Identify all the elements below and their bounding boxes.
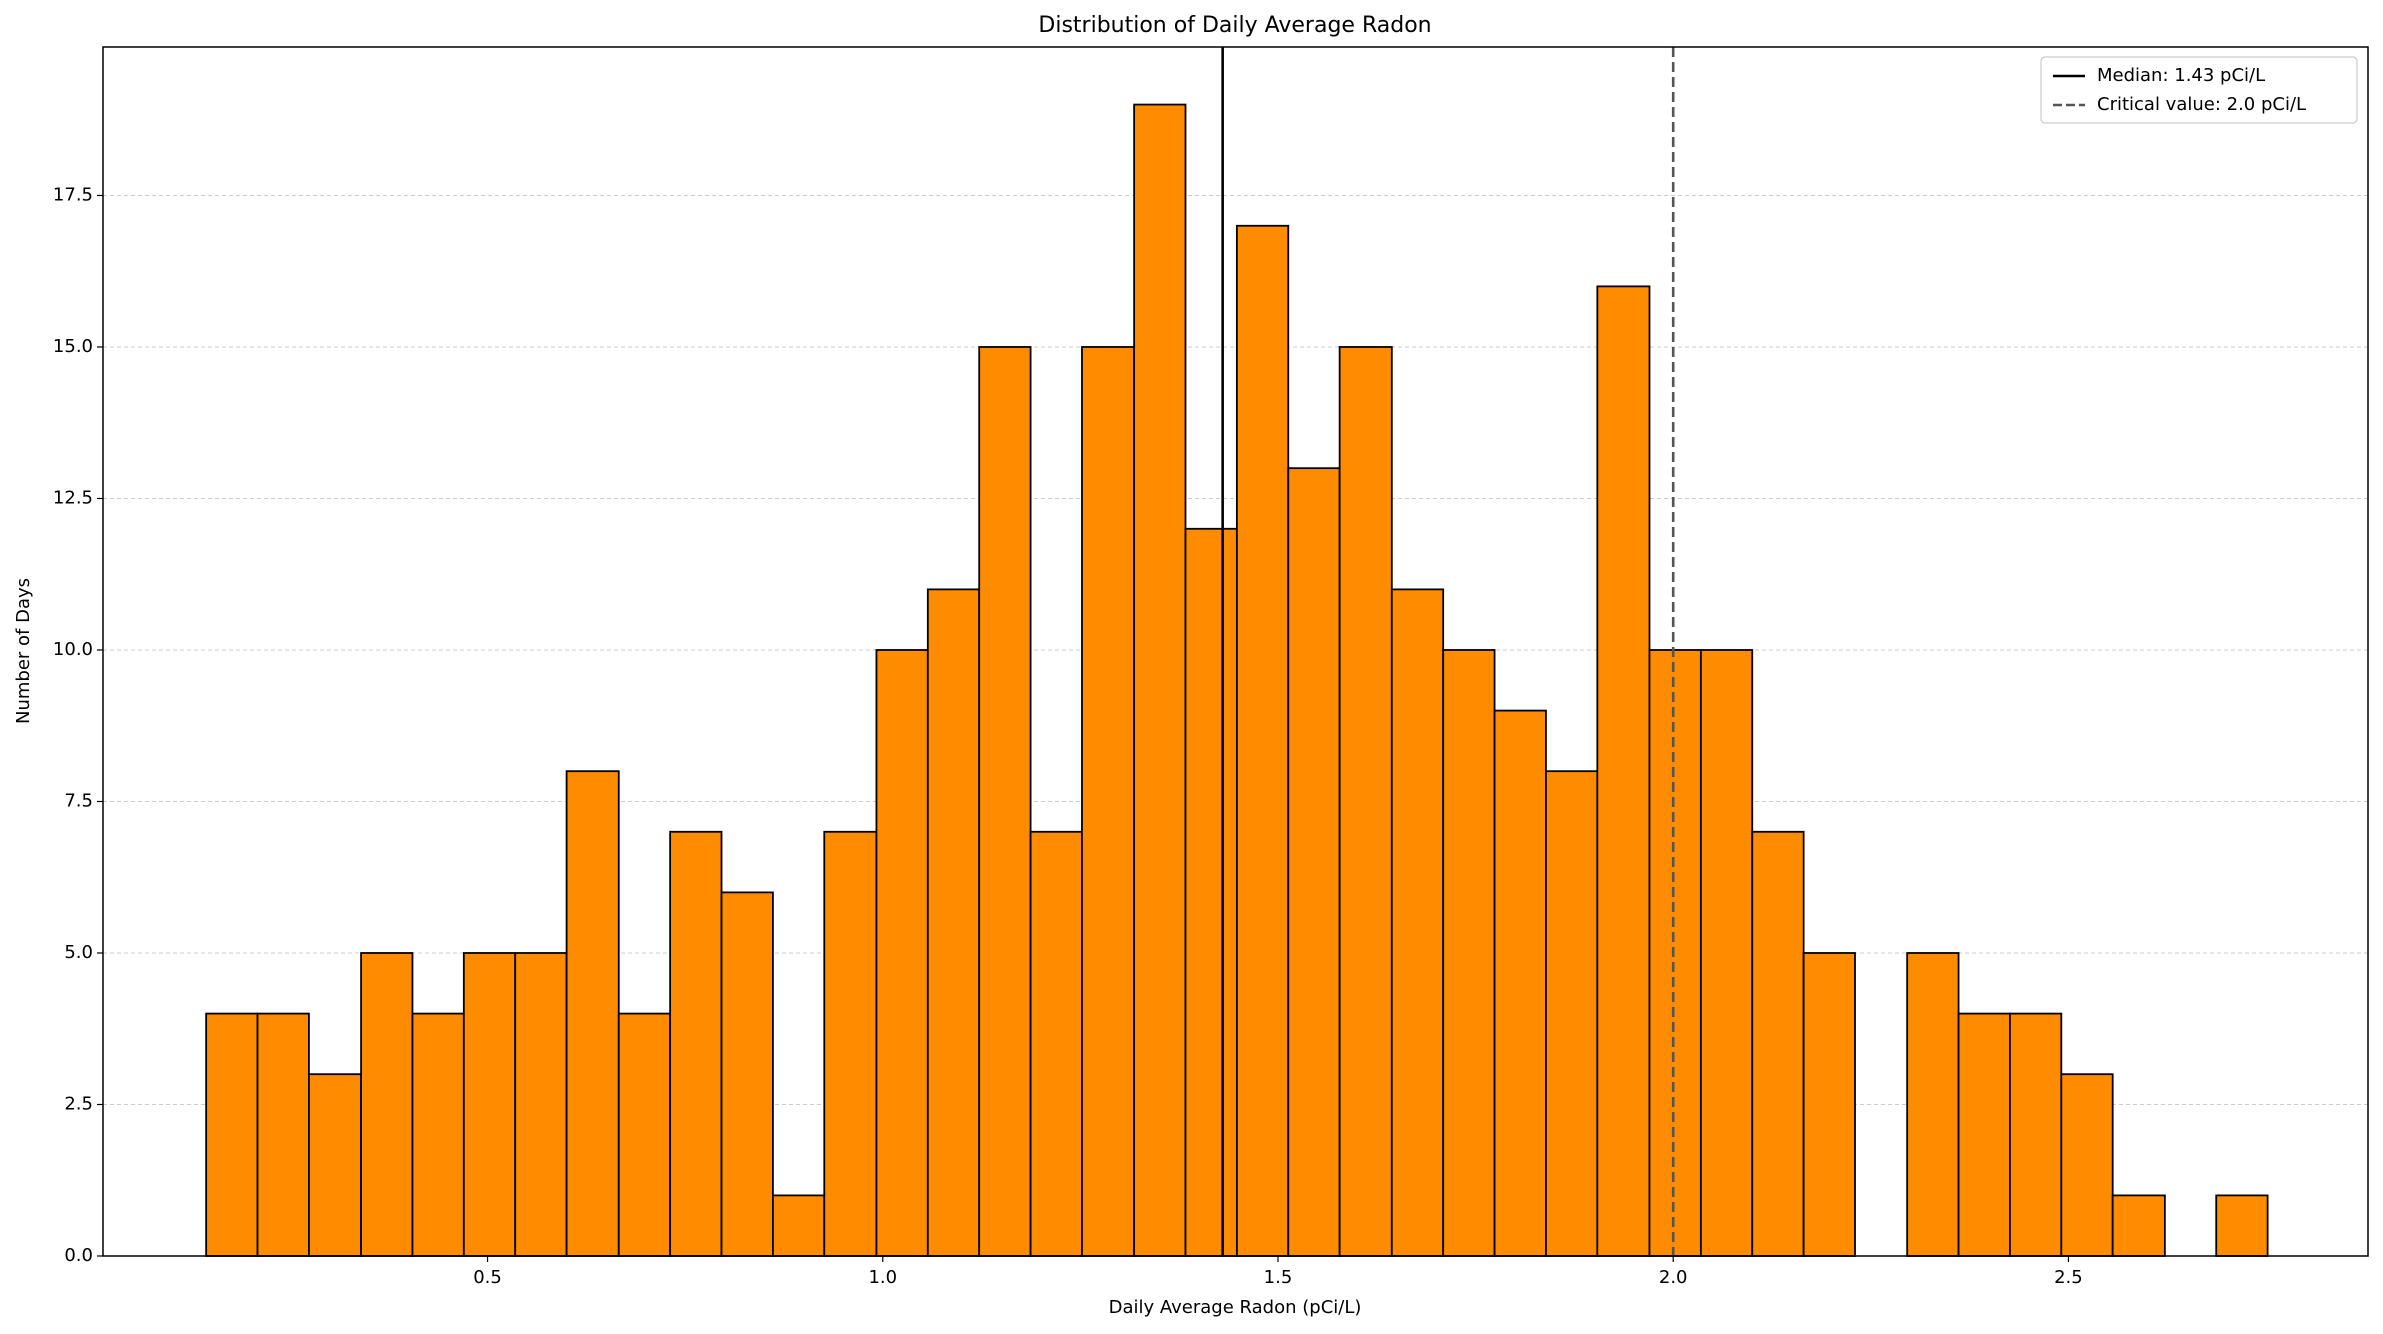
y-tick-label: 5.0 <box>64 942 93 963</box>
bar <box>1338 346 1393 1257</box>
legend-label: Median: 1.43 pCi/L <box>2097 65 2265 86</box>
plot-frame <box>102 46 2369 1257</box>
x-tick-label: 2.0 <box>1659 1267 1688 1288</box>
bar <box>1545 770 1599 1257</box>
x-tick-label: 1.0 <box>868 1267 897 1288</box>
y-tick-label: 17.5 <box>53 184 93 205</box>
x-tick-label: 2.5 <box>2054 1267 2083 1288</box>
bar <box>669 830 723 1257</box>
bar <box>1906 952 1960 1257</box>
bar <box>360 952 414 1257</box>
x-tick-label: 1.5 <box>1264 1267 1293 1288</box>
bar <box>1442 649 1496 1257</box>
y-axis-label: Number of Days <box>13 578 34 724</box>
bar <box>1029 830 1083 1257</box>
bar <box>2060 1073 2114 1257</box>
bar <box>1596 285 1651 1257</box>
y-tick-label: 15.0 <box>53 336 93 357</box>
x-axis-label: Daily Average Radon (pCi/L) <box>1109 1297 1362 1318</box>
bar <box>256 1012 310 1257</box>
bar <box>1390 588 1445 1257</box>
bar <box>2215 1194 2269 1257</box>
legend-box <box>2040 56 2358 124</box>
bar <box>1802 952 1856 1257</box>
bar <box>462 952 517 1257</box>
bar <box>1287 467 1341 1257</box>
bar <box>2111 1194 2166 1257</box>
legend-label: Critical value: 2.0 pCi/L <box>2097 94 2306 115</box>
bar <box>1699 649 1754 1257</box>
bar <box>720 891 774 1257</box>
bar <box>1648 649 1702 1257</box>
bar <box>1184 527 1238 1257</box>
bar <box>617 1012 672 1257</box>
bar <box>978 346 1032 1257</box>
bar <box>411 1012 465 1257</box>
y-tick-label: 2.5 <box>64 1093 93 1114</box>
bar <box>771 1194 826 1257</box>
bar <box>823 830 878 1257</box>
bar <box>514 952 568 1257</box>
y-tick-label: 12.5 <box>53 487 93 508</box>
x-tick-label: 0.5 <box>473 1267 502 1288</box>
bar <box>205 1012 259 1257</box>
y-tick-label: 7.5 <box>64 790 93 811</box>
bar <box>1081 346 1136 1257</box>
bar <box>1133 103 1187 1257</box>
chart-title: Distribution of Daily Average Radon <box>1038 13 1431 38</box>
bar <box>926 588 981 1257</box>
bar <box>1235 224 1290 1257</box>
bar <box>1957 1012 2011 1257</box>
bar <box>2009 1012 2063 1257</box>
bar <box>308 1073 362 1257</box>
bar <box>565 770 620 1257</box>
bar <box>1493 709 1547 1257</box>
bar <box>875 649 929 1257</box>
y-tick-label: 0.0 <box>64 1245 93 1266</box>
bar <box>1751 830 1805 1257</box>
y-tick-label: 10.0 <box>53 639 93 660</box>
